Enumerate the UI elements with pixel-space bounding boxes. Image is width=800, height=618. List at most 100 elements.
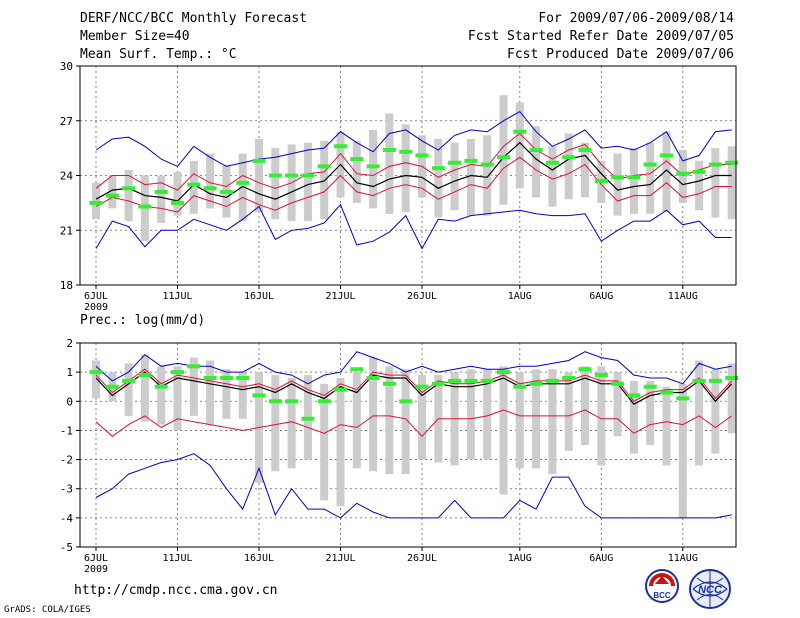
temp-panel: 6JUL 11JUL 16JUL 21JUL 26JUL 1AUG 6AUG 11AUG 200…	[60, 60, 739, 328]
temp-median-marker	[529, 147, 543, 152]
temp-spread-high-line	[95, 132, 732, 191]
temp-box	[613, 153, 622, 216]
temp-box	[695, 160, 704, 211]
prec-box	[548, 369, 557, 475]
prec-median-marker	[268, 399, 282, 404]
prec-spread-low-line	[95, 409, 732, 438]
prec-median-marker	[105, 384, 119, 389]
temp-x-tick-label: 1AUG	[508, 291, 532, 302]
prec-y-tick-label: 0	[66, 395, 73, 408]
forecast-start-date: Fcst Started Refer Date 2009/07/05	[467, 29, 734, 44]
temp-x-tick-label: 26JUL	[407, 291, 437, 302]
prec-median-marker	[692, 378, 706, 383]
temp-median-marker	[317, 164, 331, 169]
forecast-produced-date: Fcst Produced Date 2009/07/06	[507, 47, 734, 62]
prec-median-marker	[187, 364, 201, 369]
temp-box	[173, 171, 182, 216]
prec-spread-high-line	[95, 368, 733, 402]
temp-box	[548, 146, 557, 207]
prec-box	[320, 383, 329, 501]
prec-median-marker	[171, 370, 184, 375]
prec-box	[271, 375, 280, 472]
temp-median-marker	[513, 129, 527, 134]
temp-box	[238, 153, 247, 222]
forecast-period: For 2009/07/06-2009/08/14	[538, 11, 734, 26]
temp-mean-line	[95, 141, 732, 202]
prec-mean-line	[95, 371, 733, 405]
prec-box	[206, 360, 215, 425]
prec-x-tick-label: 6JUL	[84, 553, 108, 564]
prec-median-marker	[366, 375, 380, 380]
prec-median-marker	[399, 399, 413, 404]
temp-median-marker	[154, 189, 168, 194]
prec-y-tick-label: -4	[60, 512, 74, 525]
prec-median-marker	[578, 367, 592, 372]
prec-median-marker	[594, 373, 608, 378]
temp-median-marker	[105, 193, 119, 198]
prec-box	[483, 369, 492, 460]
temp-box	[320, 140, 329, 220]
temp-box	[483, 135, 492, 216]
variable-label: Mean Surf. Temp.: °C	[80, 47, 237, 62]
temp-x-tick-label: 11AUG	[668, 291, 698, 302]
temp-median-marker	[480, 162, 494, 167]
bcc-logo: BCC	[645, 569, 679, 603]
prec-box	[401, 369, 410, 475]
prec-median-marker	[676, 396, 690, 401]
prec-min-line	[95, 453, 732, 519]
prec-median-marker	[219, 375, 233, 380]
temp-box	[271, 148, 280, 220]
temp-median-marker	[89, 200, 103, 205]
prec-median-marker	[138, 373, 152, 378]
prec-y-tick-label: 1	[66, 366, 73, 379]
prec-median-marker	[448, 378, 462, 383]
temp-box	[450, 142, 459, 211]
temp-median-marker	[122, 186, 136, 191]
prec-max-line	[95, 351, 732, 385]
prec-median-marker	[627, 393, 641, 398]
temp-median-marker	[562, 155, 576, 160]
prec-box	[222, 369, 231, 419]
prec-median-marker	[725, 375, 739, 380]
prec-median-marker	[154, 384, 168, 389]
prec-median-marker	[285, 399, 299, 404]
temp-box	[678, 149, 687, 203]
temp-box	[124, 170, 133, 222]
prec-median-marker	[643, 384, 657, 389]
prec-box	[92, 360, 100, 399]
prec-median-marker	[301, 416, 315, 421]
temp-box	[352, 140, 361, 203]
prec-median-marker	[382, 381, 396, 386]
temp-box	[385, 113, 394, 214]
footer-url[interactable]: http://cmdp.ncc.cma.gov.cn	[74, 583, 278, 598]
temp-box	[646, 142, 655, 214]
temp-box	[629, 148, 638, 214]
temp-median-marker	[219, 189, 233, 194]
prec-box	[515, 372, 524, 469]
temp-box	[189, 160, 198, 214]
temp-box	[255, 139, 263, 212]
temp-median-marker	[366, 164, 380, 169]
temp-median-marker	[301, 173, 315, 178]
temp-year-label: 2009	[84, 302, 108, 313]
temp-median-marker	[334, 144, 347, 149]
temp-y-tick-label: 21	[60, 224, 73, 237]
temp-median-marker	[708, 162, 722, 167]
prec-median-marker	[513, 384, 527, 389]
prec-box	[140, 354, 149, 422]
temp-box	[369, 129, 378, 209]
bcc-logo-text: BCC	[653, 591, 671, 600]
prec-box	[287, 377, 296, 469]
prec-box	[124, 363, 133, 416]
prec-box	[646, 380, 655, 445]
temp-box	[401, 124, 410, 212]
prec-panel-title: Prec.: log(mm/d)	[80, 313, 205, 328]
prec-median-marker	[480, 378, 494, 383]
prec-box	[385, 366, 394, 475]
temp-median-marker	[643, 162, 657, 167]
prec-median-marker	[122, 378, 136, 383]
temp-box	[662, 131, 671, 212]
grads-credit: GrADS: COLA/IGES	[4, 605, 91, 615]
prec-x-tick-label: 26JUL	[407, 553, 437, 564]
